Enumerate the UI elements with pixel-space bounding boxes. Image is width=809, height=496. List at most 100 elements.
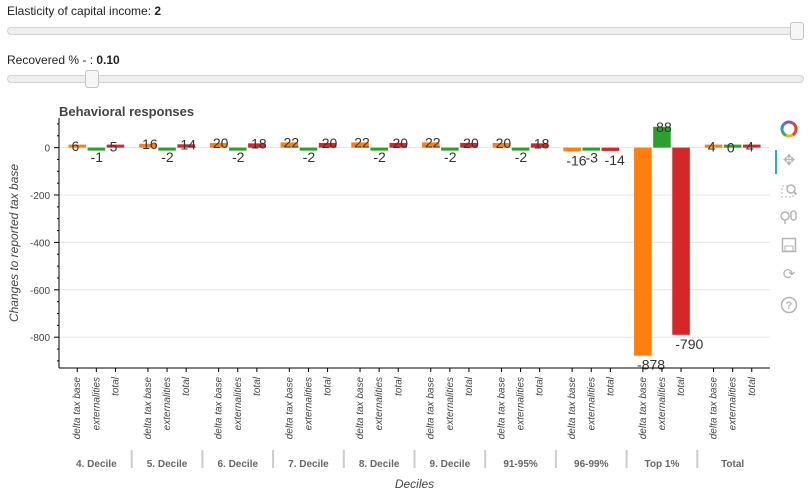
x-group-label: 9. Decile — [430, 459, 471, 470]
bar-externalities — [723, 144, 742, 148]
bar-value-label: 0 — [727, 140, 735, 156]
x-factor-label: externalities — [233, 377, 244, 430]
bar-value-label: 5 — [110, 138, 118, 154]
svg-text:?: ? — [786, 300, 793, 312]
elasticity-slider-handle[interactable] — [790, 22, 804, 40]
y-tick-label: 0 — [44, 144, 50, 155]
bokeh-logo-icon[interactable] — [778, 118, 800, 140]
x-factor-label: total — [464, 376, 475, 396]
x-factor-label: total — [110, 376, 121, 396]
x-factor-label: externalities — [516, 377, 527, 430]
bar-total — [530, 143, 549, 148]
x-factor-label: delta tax base — [638, 377, 649, 440]
pan-icon[interactable]: ✥ — [775, 150, 800, 174]
bar-externalities — [370, 147, 388, 151]
recovered-slider-track[interactable] — [7, 70, 804, 88]
x-factor-label: delta tax base — [214, 377, 225, 440]
x-factor-label: delta tax base — [284, 377, 295, 440]
bar-value-label: 18 — [534, 135, 550, 151]
wheel-zoom-icon[interactable] — [778, 206, 800, 228]
bar-value-label: -878 — [637, 357, 665, 373]
reset-icon[interactable]: ⟳ — [782, 266, 796, 283]
x-factor-label: externalities — [91, 377, 102, 430]
help-icon[interactable]: ? — [778, 294, 800, 316]
bar-total — [742, 144, 761, 148]
bar-value-label: 6 — [71, 138, 79, 154]
x-axis-title: Deciles — [395, 477, 434, 491]
bar-total — [106, 144, 125, 148]
x-group-label: 5. Decile — [147, 459, 188, 470]
elasticity-slider-widget: Elasticity of capital income: 2 — [7, 4, 804, 40]
x-factor-label: total — [747, 376, 758, 396]
elasticity-slider-value: 2 — [154, 4, 162, 18]
bar-delta-tax-base — [563, 147, 581, 152]
x-factor-label: total — [535, 376, 546, 396]
bar-delta-tax-base — [704, 144, 723, 148]
bar-value-label: 20 — [322, 135, 338, 151]
bar-value-label: -16 — [566, 152, 586, 168]
bar-value-label: 88 — [656, 119, 672, 135]
bar-delta-tax-base — [351, 142, 369, 148]
recovered-slider-value: 0.10 — [96, 53, 120, 67]
x-factor-label: total — [252, 376, 263, 396]
bar-externalities — [87, 147, 106, 151]
bar-value-label: -2 — [161, 149, 174, 165]
save-icon[interactable] — [778, 234, 800, 256]
chart-title: Behavioral responses — [59, 104, 194, 119]
x-factor-label: delta tax base — [496, 377, 507, 440]
bar-total — [460, 142, 478, 148]
elasticity-slider-label: Elasticity of capital income: — [7, 4, 155, 18]
bar-externalities — [299, 147, 318, 151]
bar-value-label: -3 — [585, 149, 598, 165]
bar-total — [177, 144, 195, 148]
x-group-label: 7. Decile — [288, 459, 329, 470]
x-factor-label: delta tax base — [567, 377, 578, 440]
box-zoom-icon[interactable] — [778, 180, 800, 202]
bar-total — [248, 143, 266, 148]
x-group-label: 91-95% — [503, 459, 538, 470]
bar-delta-tax-base — [68, 144, 87, 148]
x-factor-label: externalities — [728, 377, 739, 430]
y-tick-label: -200 — [30, 191, 50, 202]
y-tick-label: -800 — [30, 333, 50, 344]
x-factor-label: total — [676, 376, 687, 396]
bar-externalities — [158, 147, 176, 151]
bar-delta-tax-base — [634, 147, 652, 356]
x-factor-label: delta tax base — [72, 377, 83, 440]
recovered-slider-widget: Recovered % - : 0.10 — [7, 53, 804, 88]
bar-total — [318, 142, 337, 148]
bar-value-label: -14 — [605, 152, 625, 168]
bar-value-label: -2 — [515, 149, 528, 165]
x-factor-label: total — [181, 376, 192, 396]
y-tick-label: -400 — [30, 238, 50, 249]
bar-total — [389, 142, 408, 148]
x-factor-label: externalities — [657, 377, 668, 430]
bar-total — [672, 147, 690, 335]
bar-value-label: 22 — [284, 134, 300, 150]
x-group-label: Top 1% — [645, 459, 680, 470]
recovered-slider-handle[interactable] — [85, 70, 99, 88]
bar-value-label: 14 — [180, 136, 196, 152]
x-factor-label: externalities — [374, 377, 385, 430]
x-group-label: 4. Decile — [76, 459, 117, 470]
recovered-slider-title: Recovered % - : 0.10 — [7, 53, 804, 67]
y-axis-title: Changes to reported tax base — [7, 164, 21, 322]
bar-delta-tax-base — [209, 142, 228, 148]
bar-value-label: -790 — [675, 336, 703, 352]
elasticity-slider-title: Elasticity of capital income: 2 — [7, 4, 804, 18]
x-factor-label: externalities — [586, 377, 597, 430]
bar-externalities — [228, 147, 247, 151]
y-tick-label: -600 — [30, 286, 50, 297]
x-factor-label: total — [605, 376, 616, 396]
x-factor-label: delta tax base — [143, 377, 154, 440]
x-factor-label: externalities — [445, 377, 456, 430]
x-factor-label: delta tax base — [426, 377, 437, 440]
bar-externalities — [653, 126, 671, 148]
bar-delta-tax-base — [492, 142, 511, 148]
bar-value-label: -2 — [444, 149, 457, 165]
bar-value-label: 20 — [392, 135, 408, 151]
bar-value-label: -2 — [373, 149, 386, 165]
x-group-label: 6. Decile — [217, 459, 258, 470]
bar-value-label: 22 — [425, 134, 441, 150]
elasticity-slider-track[interactable] — [7, 22, 804, 40]
